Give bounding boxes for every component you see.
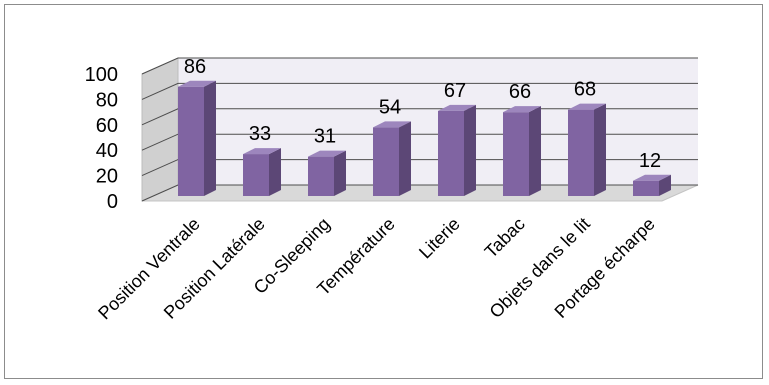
data-label: 33 — [249, 123, 271, 145]
bar — [568, 103, 606, 196]
data-label: 86 — [184, 56, 206, 78]
gridline — [141, 57, 698, 75]
y-tick-label: 100 — [85, 64, 118, 86]
bar — [308, 150, 346, 196]
bar — [438, 104, 476, 196]
bar-top — [568, 103, 606, 110]
bar-side — [399, 121, 411, 196]
y-axis: 0 20 40 60 80 100 — [85, 64, 118, 213]
bar — [503, 106, 541, 196]
bar-front — [308, 156, 334, 196]
x-tick-label: Literie — [415, 214, 464, 263]
bar-top — [308, 150, 346, 157]
bar-top — [633, 174, 671, 181]
data-label: 54 — [379, 96, 401, 118]
bar-side — [269, 148, 281, 196]
bar-front — [568, 109, 594, 196]
bar-side — [334, 150, 346, 196]
bar — [633, 174, 671, 196]
plot-area: 86 33 31 54 67 66 68 12 — [141, 56, 699, 202]
y-tick-label: 60 — [96, 115, 118, 137]
data-label: 12 — [639, 150, 661, 172]
bar-side — [659, 174, 671, 196]
bar — [373, 121, 411, 196]
bar-top — [503, 106, 541, 113]
bar-front — [438, 110, 464, 196]
y-tick-label: 80 — [96, 89, 118, 111]
bar — [243, 148, 281, 196]
bar-front — [503, 112, 529, 196]
bar-top — [373, 121, 411, 128]
bar-side — [204, 80, 216, 196]
bar-front — [243, 154, 269, 196]
side-wall — [141, 57, 179, 202]
bar-side — [529, 106, 541, 196]
bar-front — [373, 127, 399, 196]
y-tick-label: 40 — [96, 140, 118, 162]
bar — [178, 80, 216, 196]
bar-side — [464, 104, 476, 196]
gridline — [141, 82, 698, 100]
y-tick-label: 0 — [107, 191, 118, 213]
data-label: 68 — [574, 79, 596, 101]
floor — [141, 184, 699, 202]
x-tick-label: Tabac — [481, 214, 529, 262]
bar-top — [438, 104, 476, 111]
bar-top — [243, 148, 281, 155]
bar-side — [594, 103, 606, 196]
data-label: 31 — [314, 126, 336, 148]
bar-front — [633, 180, 659, 196]
data-label: 67 — [444, 80, 466, 102]
data-label: 66 — [509, 81, 531, 103]
y-tick-label: 20 — [96, 166, 118, 188]
bar-front — [178, 86, 204, 196]
bar-top — [178, 80, 216, 87]
